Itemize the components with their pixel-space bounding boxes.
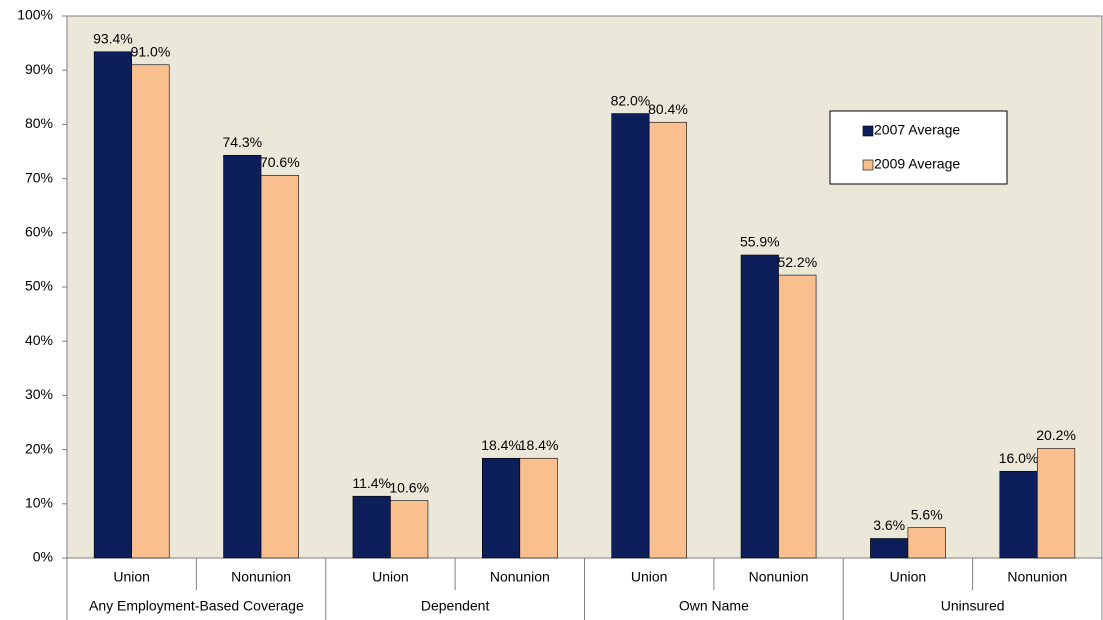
- y-tick-label: 60%: [25, 224, 53, 240]
- y-tick-label: 30%: [25, 386, 53, 402]
- y-tick-label: 70%: [25, 169, 53, 185]
- value-label: 16.0%: [999, 450, 1039, 466]
- y-tick-label: 100%: [17, 7, 53, 23]
- bar: [778, 274, 817, 559]
- legend-swatch: [862, 125, 874, 137]
- y-tick-label: 80%: [25, 115, 53, 131]
- bar: [131, 64, 170, 559]
- value-label: 70.6%: [260, 154, 300, 170]
- x-tick-label: Nonunion: [749, 569, 809, 585]
- value-label: 74.3%: [222, 134, 262, 150]
- value-label: 55.9%: [740, 234, 780, 250]
- y-tick-label: 50%: [25, 278, 53, 294]
- value-label: 5.6%: [911, 506, 943, 522]
- value-label: 82.0%: [611, 92, 651, 108]
- x-tick-label: Union: [372, 569, 409, 585]
- value-label: 93.4%: [93, 30, 133, 46]
- x-tick-label: Nonunion: [1007, 569, 1067, 585]
- legend-label: 2009 Average: [874, 156, 960, 172]
- value-label: 10.6%: [389, 479, 429, 495]
- group-label: Dependent: [421, 598, 490, 614]
- x-tick-label: Union: [113, 569, 150, 585]
- bar: [390, 500, 429, 559]
- value-label: 11.4%: [352, 475, 391, 491]
- bar: [519, 457, 558, 559]
- group-label: Own Name: [679, 598, 749, 614]
- legend-label: 2007 Average: [874, 122, 960, 138]
- legend-swatch: [862, 159, 874, 171]
- legend-box: [829, 110, 1008, 185]
- value-label: 3.6%: [873, 517, 905, 533]
- bar: [93, 51, 132, 559]
- x-tick-label: Nonunion: [231, 569, 291, 585]
- group-label: Uninsured: [941, 598, 1005, 614]
- value-label: 80.4%: [648, 101, 688, 117]
- bar: [260, 175, 299, 559]
- bar: [223, 154, 262, 559]
- bar: [648, 121, 688, 559]
- bar: [352, 495, 391, 559]
- value-label: 18.4%: [481, 437, 521, 453]
- value-label: 20.2%: [1036, 427, 1076, 443]
- bar: [740, 254, 779, 559]
- group-label: Any Employment-Based Coverage: [89, 598, 304, 614]
- y-tick-label: 20%: [25, 440, 53, 456]
- value-label: 52.2%: [777, 254, 817, 270]
- value-label: 91.0%: [131, 43, 171, 59]
- bar: [870, 538, 909, 559]
- x-tick-label: Union: [631, 569, 668, 585]
- plot-area: [66, 15, 1103, 559]
- x-tick-label: Union: [890, 569, 927, 585]
- bar: [907, 527, 946, 559]
- y-tick-label: 40%: [25, 332, 53, 348]
- value-label: 18.4%: [519, 437, 559, 453]
- y-tick-label: 10%: [25, 495, 53, 511]
- bar: [481, 457, 521, 559]
- bar: [999, 470, 1038, 559]
- y-tick-label: 90%: [25, 61, 53, 77]
- y-tick-label: 0%: [33, 549, 53, 565]
- bar: [611, 113, 650, 559]
- bar: [1037, 448, 1076, 559]
- x-tick-label: Nonunion: [490, 569, 550, 585]
